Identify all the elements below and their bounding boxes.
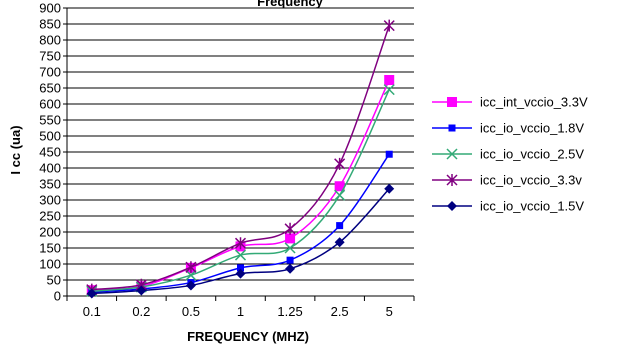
data-point	[384, 183, 395, 194]
y-tick-label: 450	[39, 145, 61, 160]
y-tick-label: 550	[39, 113, 61, 128]
y-tick-label: 0	[54, 289, 61, 304]
y-tick-label: 250	[39, 209, 61, 224]
data-point	[334, 181, 345, 192]
data-point	[383, 84, 395, 96]
data-point	[136, 285, 147, 296]
data-point	[284, 242, 296, 254]
legend: icc_int_vccio_3.3V icc_io_vccio_1.8V icc_i…	[432, 95, 588, 214]
x-tick-label: 5	[386, 304, 393, 319]
axes	[66, 8, 414, 297]
data-point	[286, 256, 294, 264]
data-point	[385, 150, 393, 158]
y-tick-label: 350	[39, 177, 61, 192]
legend-label: icc_io_vccio_1.8V	[480, 121, 584, 136]
y-tick-labels: 0501001502002503003504004505005506006507…	[39, 1, 61, 304]
chart-title: Frequency	[257, 0, 324, 9]
legend-marker	[448, 124, 456, 132]
x-tick-label: 0.5	[182, 304, 200, 319]
data-point	[185, 280, 196, 291]
y-axis-title: I cc (ua)	[8, 125, 23, 174]
y-tick-label: 400	[39, 161, 61, 176]
y-tick-label: 900	[39, 1, 61, 16]
y-tick-label: 750	[39, 49, 61, 64]
y-tick-label: 300	[39, 193, 61, 208]
x-tick-label: 2.5	[331, 304, 349, 319]
legend-marker	[447, 97, 457, 107]
data-point	[284, 222, 296, 235]
y-tick-label: 50	[47, 273, 61, 288]
legend-item: icc_io_vccio_3.3v	[432, 173, 582, 188]
gridlines	[63, 7, 414, 297]
y-tick-label: 600	[39, 97, 61, 112]
x-tick-label: 1	[237, 304, 244, 319]
y-tick-label: 100	[39, 257, 61, 272]
data-point	[237, 264, 244, 272]
y-tick-label: 800	[39, 33, 61, 48]
legend-marker	[446, 174, 458, 186]
y-tick-label: 500	[39, 129, 61, 144]
series-icc_io_vccio_1.5V	[86, 183, 395, 299]
series-lines	[86, 19, 395, 299]
x-axis-title: FREQUENCY (MHZ)	[187, 329, 309, 344]
legend-marker	[446, 148, 458, 160]
legend-label: icc_io_vccio_1.5V	[480, 199, 584, 214]
legend-item: icc_io_vccio_1.5V	[432, 199, 584, 214]
legend-item: icc_io_vccio_1.8V	[432, 121, 584, 136]
data-point	[334, 157, 346, 170]
y-tick-label: 650	[39, 81, 61, 96]
y-tick-label: 850	[39, 17, 61, 32]
legend-marker	[447, 201, 457, 211]
y-tick-label: 200	[39, 225, 61, 240]
y-tick-label: 700	[39, 65, 61, 80]
x-tick-labels: 0.1 0.2 0.5 1 1.25 2.5 5	[66, 296, 415, 319]
data-point	[234, 237, 247, 250]
data-point	[336, 222, 344, 230]
legend-label: icc_io_vccio_2.5V	[480, 147, 584, 162]
data-point	[86, 288, 97, 299]
x-tick-label: 1.25	[277, 304, 302, 319]
data-point	[285, 263, 296, 274]
series-icc_int_vccio_3.3V	[86, 75, 395, 296]
legend-label: icc_io_vccio_3.3v	[480, 173, 582, 188]
data-point	[185, 269, 197, 281]
data-point	[383, 19, 395, 32]
data-point	[185, 261, 197, 274]
legend-label: icc_int_vccio_3.3V	[480, 95, 588, 110]
data-point	[334, 189, 346, 201]
data-point	[334, 237, 345, 248]
data-point	[235, 268, 246, 279]
series-icc_io_vccio_3.3v	[86, 19, 395, 296]
x-tick-label: 0.1	[83, 304, 101, 319]
legend-item: icc_io_vccio_2.5V	[432, 147, 584, 162]
x-tick-label: 0.2	[132, 304, 150, 319]
data-point	[285, 233, 296, 244]
legend-item: icc_int_vccio_3.3V	[432, 95, 588, 110]
data-point	[384, 75, 395, 85]
data-point	[234, 249, 247, 261]
y-tick-label: 150	[39, 241, 61, 256]
